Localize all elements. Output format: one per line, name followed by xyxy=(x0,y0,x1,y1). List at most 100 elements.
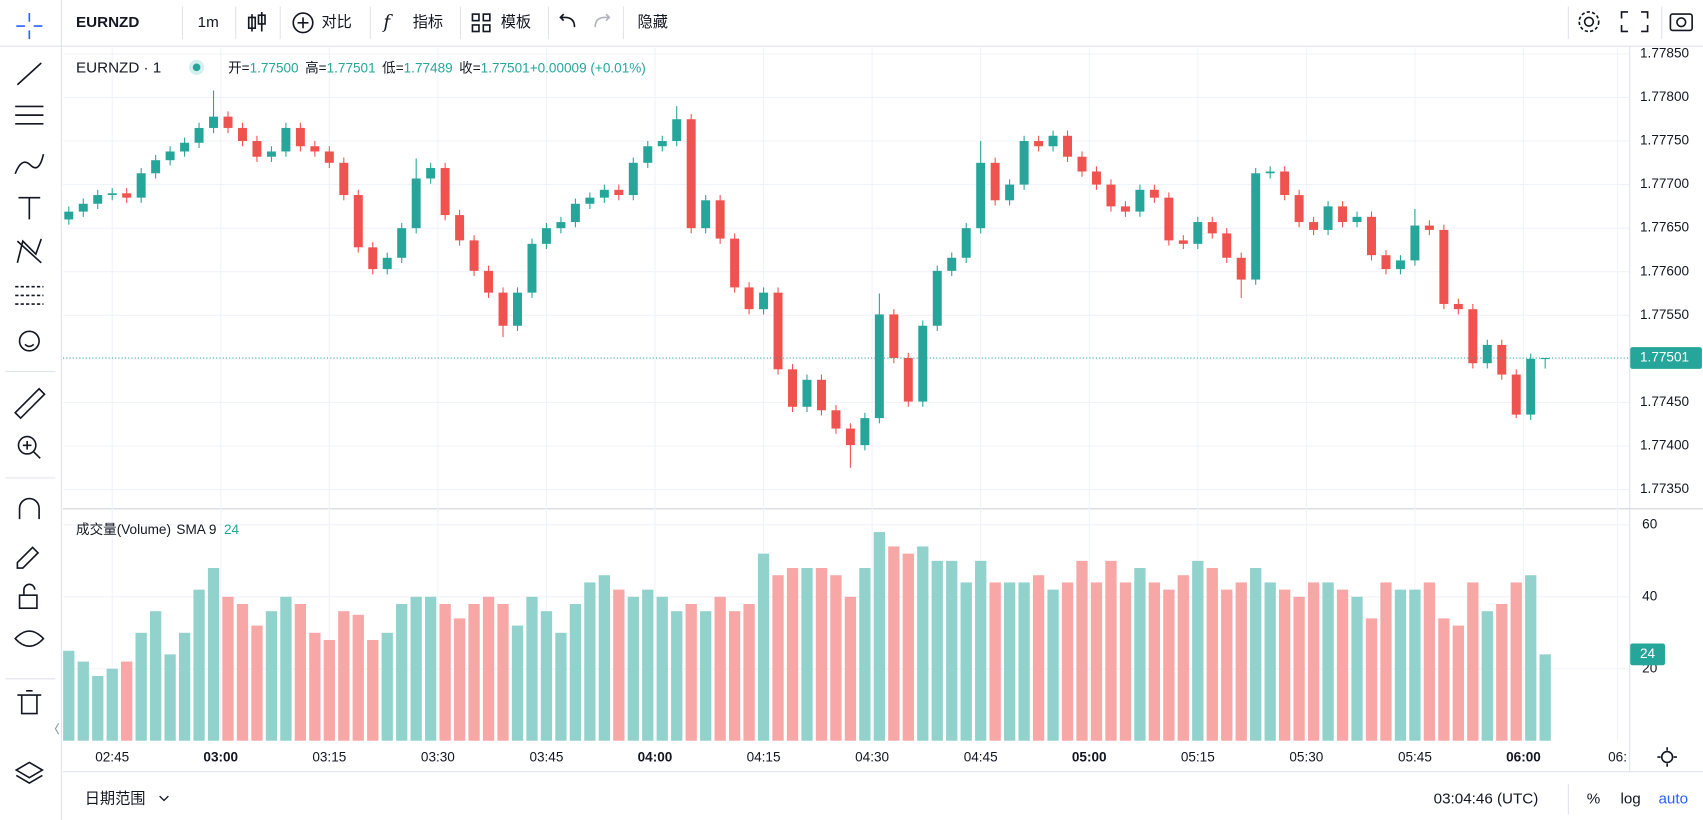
legend-value: 1.77489 xyxy=(404,60,453,75)
percent-toggle[interactable]: % xyxy=(1587,790,1601,807)
brush-tool[interactable] xyxy=(14,154,45,175)
zoom-tool[interactable] xyxy=(17,435,41,459)
candle-body xyxy=(1280,171,1290,196)
candle-body xyxy=(426,168,436,179)
volume-bar xyxy=(598,575,610,741)
volume-bar xyxy=(700,611,712,741)
settings-icon[interactable] xyxy=(1578,11,1600,33)
interval[interactable]: 1m xyxy=(198,14,219,31)
candle-body xyxy=(1019,141,1029,185)
collapse-handle[interactable] xyxy=(54,723,60,735)
compare[interactable]: 对比 xyxy=(321,14,351,31)
templates[interactable]: 模板 xyxy=(501,13,531,31)
volume-bar xyxy=(1496,604,1508,741)
legend-value: 1.77501 xyxy=(481,60,530,75)
y-tick-label: 1.77700 xyxy=(1640,176,1689,191)
candle-body xyxy=(1497,344,1507,375)
candle-body xyxy=(686,119,696,229)
legend-sma-label: 24 xyxy=(224,522,240,537)
fullscreen-icon[interactable] xyxy=(1620,11,1649,33)
y-tick-label: 60 xyxy=(1642,516,1658,531)
fib-tool[interactable] xyxy=(15,105,44,125)
compare-icon[interactable] xyxy=(292,12,314,34)
volume-bar xyxy=(1235,582,1247,741)
candle-body xyxy=(324,151,334,163)
legend-label: 高= xyxy=(305,59,327,75)
candle-body xyxy=(903,357,913,402)
axis-settings[interactable] xyxy=(1657,747,1677,767)
status-dot xyxy=(192,63,201,72)
volume-bar xyxy=(338,611,350,741)
volume-bar xyxy=(642,589,654,741)
volume-bar xyxy=(931,560,943,741)
hide[interactable]: 隐藏 xyxy=(638,14,668,31)
delete-tool[interactable] xyxy=(17,689,42,715)
indicators[interactable]: 指标 xyxy=(413,14,443,31)
candle-body xyxy=(845,428,855,446)
template-icon[interactable] xyxy=(471,13,491,33)
volume-bar xyxy=(627,596,639,741)
pane-title: EURNZD · 1 xyxy=(76,59,161,76)
volume-bar xyxy=(714,596,726,741)
x-tick-label: 03:15 xyxy=(312,750,346,765)
volume-bar xyxy=(743,604,755,741)
y-tick-label: 1.77550 xyxy=(1640,307,1689,322)
redo[interactable] xyxy=(594,13,611,28)
pane-title: 成交量(Volume) SMA 9 24 xyxy=(76,521,239,537)
snapshot-icon[interactable] xyxy=(1669,13,1693,32)
candle-body xyxy=(614,189,624,196)
icon-tool[interactable] xyxy=(18,330,40,352)
volume-bar xyxy=(1525,575,1537,741)
symbol[interactable]: EURNZD xyxy=(76,14,139,31)
magnet-tool[interactable] xyxy=(18,497,40,520)
pattern-tool[interactable] xyxy=(16,238,43,264)
volume-bar xyxy=(786,568,799,741)
visibility-tool[interactable] xyxy=(14,630,45,648)
candle-body xyxy=(1164,197,1174,241)
candle-body xyxy=(122,193,132,198)
volume-bar xyxy=(1105,560,1117,741)
candle-body xyxy=(1424,225,1434,230)
candle-body xyxy=(599,189,609,198)
lock-draw-tool[interactable] xyxy=(16,546,40,569)
x-tick-label: 03:00 xyxy=(203,750,238,765)
y-tick-label: 1.77400 xyxy=(1640,438,1689,453)
ruler-tool[interactable] xyxy=(14,387,46,420)
volume-bar xyxy=(1148,582,1161,741)
candle-body xyxy=(1034,141,1044,147)
crosshair-tool[interactable] xyxy=(16,13,43,40)
legend-value: 1.77501 xyxy=(327,60,376,75)
volume-bar xyxy=(121,661,133,741)
volume-bar xyxy=(1293,596,1305,741)
candle-body xyxy=(816,379,826,411)
y-tick-label: 1.77650 xyxy=(1640,220,1689,235)
candle-body xyxy=(353,195,363,248)
volume-bar xyxy=(511,625,524,741)
lock-tool[interactable] xyxy=(18,583,38,610)
volume-bar xyxy=(1438,618,1450,741)
last-price-label: 1.77501 xyxy=(1640,350,1689,365)
volume-bar xyxy=(1018,582,1030,741)
candle-body xyxy=(411,178,421,229)
candle-body xyxy=(947,257,957,271)
trend-line-tool[interactable] xyxy=(16,62,42,86)
prediction-tool[interactable] xyxy=(15,285,44,305)
auto-toggle[interactable]: auto xyxy=(1658,790,1688,807)
candle-body xyxy=(570,203,580,223)
layers-tool[interactable] xyxy=(14,761,44,785)
candle-body xyxy=(368,247,378,270)
indicator-icon[interactable]: f xyxy=(381,12,393,33)
undo[interactable] xyxy=(559,13,576,28)
volume-bar xyxy=(1394,589,1407,741)
log-toggle[interactable]: log xyxy=(1620,790,1640,807)
volume-bar xyxy=(135,632,147,741)
date-range[interactable]: 日期范围 xyxy=(85,790,146,807)
volume-bar xyxy=(526,596,538,741)
candle-body xyxy=(730,238,740,288)
text-tool[interactable] xyxy=(18,196,41,220)
candle-type-icon[interactable] xyxy=(247,11,266,32)
volume-bar xyxy=(975,560,987,741)
volume-bar xyxy=(1090,582,1103,741)
volume-bar xyxy=(1365,618,1378,741)
